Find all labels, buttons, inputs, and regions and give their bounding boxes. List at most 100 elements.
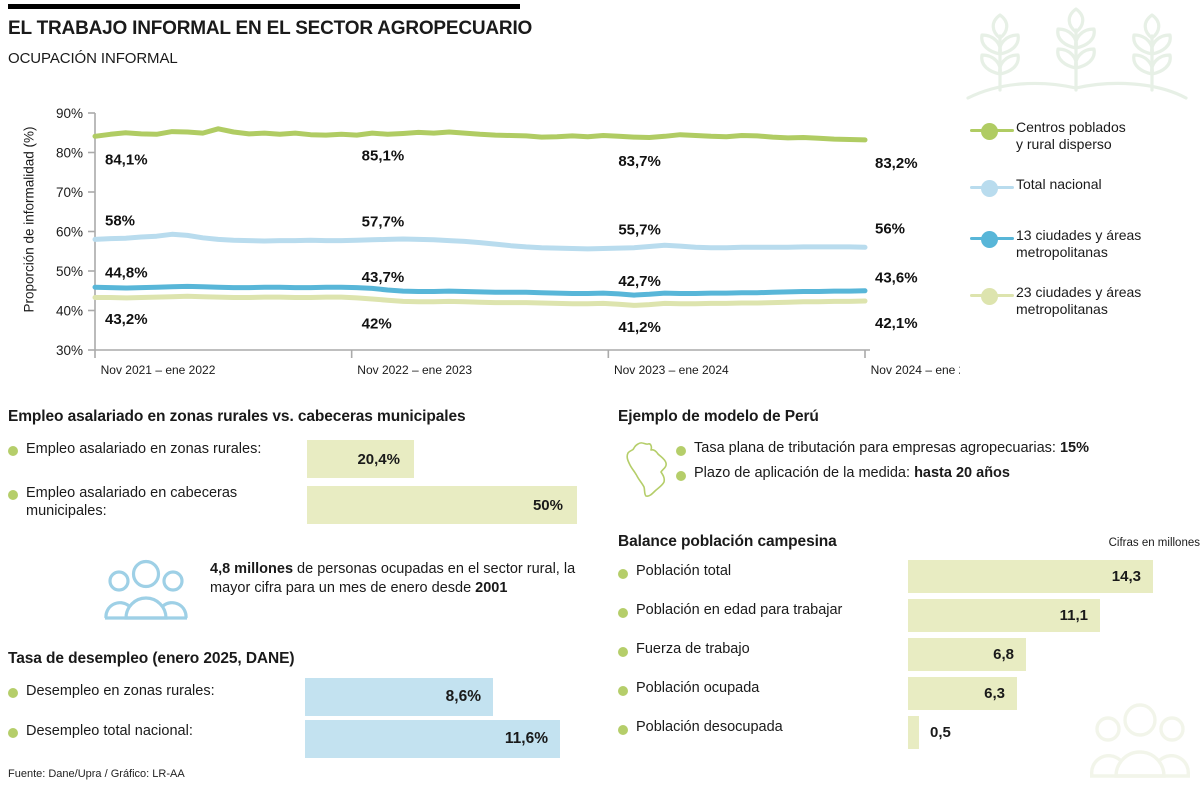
legend-marker-icon — [968, 227, 1016, 249]
salaried-employment-section: Empleo asalariado en zonas rurales vs. c… — [8, 408, 588, 536]
unemployment-bar-value: 11,6% — [504, 730, 548, 747]
balance-units-note: Cifras en millones — [1108, 537, 1200, 549]
unemployment-row-rural: Desempleo en zonas rurales: 8,6% — [8, 678, 588, 722]
source-note: Fuente: Dane/Upra / Gráfico: LR-AA — [8, 768, 185, 780]
legend-item-23-ciudades[interactable]: 23 ciudades y áreas metropolitanas — [968, 283, 1200, 318]
informality-line-chart: Proporción de informalidad (%) 30% 40% 50%… — [0, 100, 961, 380]
chart-value-label: 83,7% — [618, 153, 661, 170]
peru-row-label: Tasa plana de tributación para empresas … — [694, 440, 1060, 456]
balance-bar-poblacion-desocupada: 0,5 — [908, 716, 951, 749]
peru-row-value: 15% — [1059, 440, 1089, 456]
chart-value-label: 55,7% — [618, 221, 661, 238]
legend-item-13-ciudades[interactable]: 13 ciudades y áreas metropolitanas — [968, 226, 1200, 261]
chart-value-label: 42% — [362, 316, 392, 333]
y-tick-label: 90% — [56, 106, 83, 121]
legend-label-line1: 13 ciudades y áreas — [1016, 227, 1142, 243]
salaried-bar-value: 50% — [532, 496, 563, 514]
balance-bar-value: 0,5 — [930, 724, 951, 741]
chart-value-label: 83,2% — [875, 155, 918, 172]
legend-label-line1: Total nacional — [1016, 176, 1102, 192]
unemployment-section: Tasa de desempleo (enero 2025, DANE) Des… — [8, 650, 588, 762]
chart-value-label: 56% — [875, 220, 905, 237]
balance-bar-value: 11,1 — [1059, 607, 1088, 624]
balance-row-fuerza-trabajo: Fuerza de trabajo 6,8 — [618, 638, 1200, 680]
legend-label-line2: metropolitanas — [1016, 301, 1108, 317]
peru-row-value: hasta 20 años — [914, 465, 1010, 481]
chart-value-label: 41,2% — [618, 319, 661, 336]
balance-row-label: Población total — [636, 563, 732, 579]
legend-marker-icon — [968, 176, 1016, 198]
peru-row-text: Plazo de aplicación de la medida: hasta … — [694, 465, 1010, 481]
legend-item-total-nacional[interactable]: Total nacional — [968, 175, 1200, 198]
legend-label-line1: Centros poblados — [1016, 119, 1126, 135]
bullet-icon — [8, 446, 18, 456]
chart-value-label: 43,7% — [362, 269, 405, 286]
bullet-icon — [8, 728, 18, 738]
balance-bar-edad-trabajar: 11,1 — [908, 599, 1100, 632]
salaried-section-title: Empleo asalariado en zonas rurales vs. c… — [8, 408, 466, 425]
balance-row-label: Fuerza de trabajo — [636, 641, 750, 657]
unemployment-bar-nacional: 11,6% — [305, 720, 560, 758]
legend-label: 13 ciudades y áreas metropolitanas — [1016, 226, 1141, 261]
people-watermark-icon — [1089, 703, 1191, 778]
chart-value-label: 85,1% — [362, 147, 405, 164]
people-icon — [104, 559, 188, 620]
chart-canvas: 30% 40% 50% 60% 70% 80% 90% Nov 2021 – ene 2022… — [56, 106, 960, 377]
salaried-row-cabeceras: Empleo asalariado en cabeceras municipal… — [8, 484, 588, 536]
legend-label: Centros poblados y rural disperso — [1016, 118, 1126, 153]
balance-row-poblacion-ocupada: Población ocupada 6,3 — [618, 677, 1200, 719]
balance-bar-value: 14,3 — [1111, 568, 1141, 585]
chart-value-label: 42,1% — [875, 315, 918, 332]
legend-item-centros-poblados[interactable]: Centros poblados y rural disperso — [968, 118, 1200, 153]
chart-value-label: 57,7% — [362, 214, 405, 231]
bullet-icon — [618, 569, 628, 579]
salaried-row-label: Empleo asalariado en zonas rurales: — [26, 441, 262, 457]
peru-row-plazo: Plazo de aplicación de la medida: hasta … — [676, 465, 1089, 481]
bullet-icon — [8, 688, 18, 698]
chart-series-line-3 — [92, 293, 868, 308]
chart-value-label: 58% — [105, 212, 135, 229]
x-tick-label: Nov 2022 – ene 2023 — [357, 363, 472, 377]
balance-bar-value: 6,3 — [984, 685, 1005, 702]
rural-employed-stat: 4,8 millones de personas ocupadas en el … — [104, 556, 584, 624]
chart-value-label: 84,1% — [105, 151, 148, 168]
salaried-bar-rural: 20,4% — [307, 440, 414, 478]
unemployment-section-title: Tasa de desempleo (enero 2025, DANE) — [8, 650, 295, 667]
balance-row-edad-trabajar: Población en edad para trabajar 11,1 — [618, 599, 1200, 641]
bullet-icon — [676, 471, 686, 481]
balance-population-section: Balance población campesina Cifras en mi… — [618, 533, 1200, 758]
x-tick-label: Nov 2023 – ene 2024 — [614, 363, 729, 377]
balance-bar-poblacion-total: 14,3 — [908, 560, 1153, 593]
bullet-icon — [676, 446, 686, 456]
chart-legend: Centros poblados y rural disperso Total … — [968, 118, 1200, 340]
unemployment-row-nacional: Desempleo total nacional: 11,6% — [8, 720, 588, 762]
balance-row-label: Población en edad para trabajar — [636, 602, 843, 618]
balance-row-label: Población ocupada — [636, 680, 760, 696]
balance-bar-poblacion-ocupada: 6,3 — [908, 677, 1017, 710]
legend-label-line2: y rural disperso — [1016, 136, 1112, 152]
x-tick-label: Nov 2024 – ene 2025 — [871, 363, 960, 377]
peru-row-text: Tasa plana de tributación para empresas … — [694, 440, 1089, 456]
y-tick-label: 70% — [56, 185, 83, 200]
title-rule — [8, 4, 520, 9]
rural-employed-year: 2001 — [475, 580, 508, 596]
balance-row-poblacion-desocupada: Población desocupada 0,5 — [618, 716, 1200, 758]
balance-bar-fuerza-trabajo: 6,8 — [908, 638, 1026, 671]
legend-marker-icon — [968, 119, 1016, 141]
unemployment-bar-rural: 8,6% — [305, 678, 493, 716]
chart-series-line-0 — [92, 126, 868, 143]
legend-marker-icon — [968, 284, 1016, 306]
x-tick-label: Nov 2021 – ene 2022 — [101, 363, 216, 377]
balance-row-label: Población desocupada — [636, 719, 783, 735]
unemployment-row-label: Desempleo en zonas rurales: — [26, 683, 215, 699]
bullet-icon — [618, 725, 628, 735]
chart-series-line-1 — [92, 231, 868, 252]
y-tick-label: 50% — [56, 264, 83, 279]
salaried-row-label: Empleo asalariado en cabeceras municipal… — [26, 485, 238, 519]
balance-section-title: Balance población campesina — [618, 533, 837, 550]
legend-label-line2: metropolitanas — [1016, 244, 1108, 260]
chart-value-label: 43,2% — [105, 311, 148, 328]
legend-label: 23 ciudades y áreas metropolitanas — [1016, 283, 1141, 318]
y-tick-label: 80% — [56, 146, 83, 161]
peru-map-icon — [626, 442, 667, 497]
